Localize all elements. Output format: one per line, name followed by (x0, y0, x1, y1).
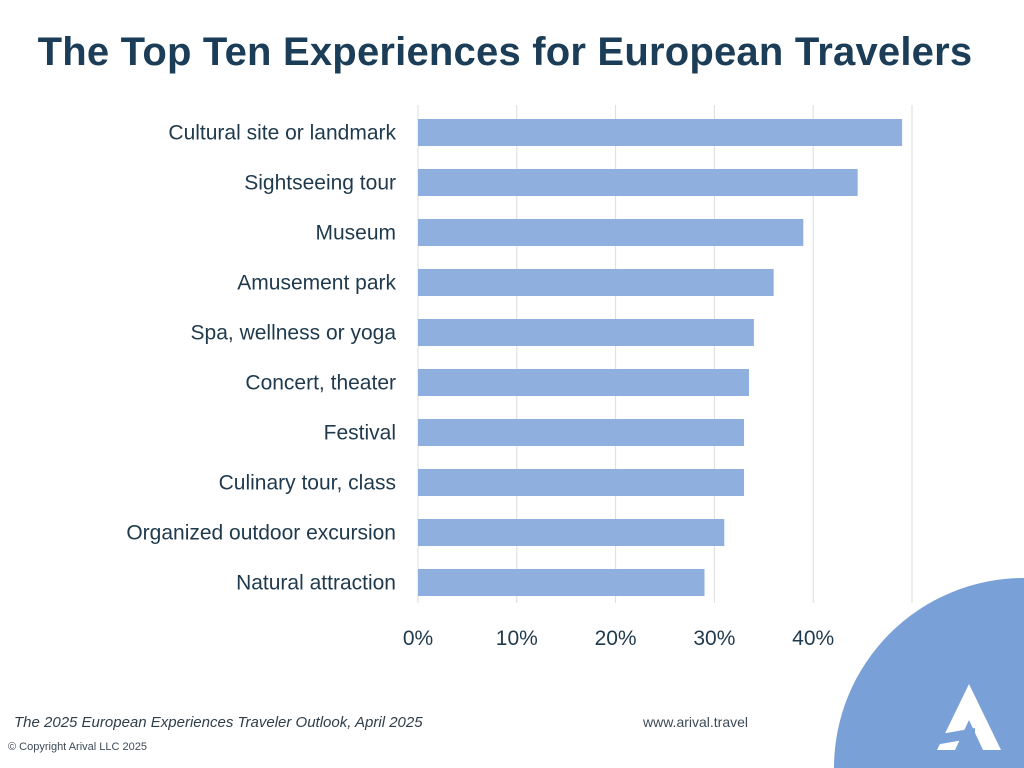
arival-logo-icon (929, 684, 1001, 750)
corner-decoration (834, 578, 1024, 768)
bar (418, 469, 745, 496)
category-label: Museum (315, 222, 396, 245)
footer-copyright: © Copyright Arival LLC 2025 (8, 741, 147, 753)
bar (418, 369, 749, 396)
x-tick-label: 30% (693, 627, 735, 650)
category-label: Organized outdoor excursion (126, 522, 396, 545)
category-labels: Cultural site or landmark Sightseeing tou… (126, 122, 396, 595)
footer-website-link[interactable]: www.arival.travel (643, 714, 749, 730)
x-tick-label: 20% (595, 627, 637, 650)
bar (418, 269, 774, 296)
bar (418, 319, 754, 346)
bar (418, 419, 745, 446)
chart-title: The Top Ten Experiences for European Tra… (37, 30, 973, 74)
x-tick-label: 40% (792, 627, 834, 650)
category-label: Natural attraction (236, 572, 396, 595)
bar (418, 569, 705, 596)
category-label: Festival (324, 422, 396, 445)
x-tick-label: 0% (403, 627, 433, 650)
bar (418, 219, 804, 246)
x-tick-label: 10% (496, 627, 538, 650)
bar (418, 519, 725, 546)
bar (418, 119, 903, 146)
category-label: Concert, theater (245, 372, 396, 395)
bar (418, 169, 858, 196)
category-label: Culinary tour, class (219, 472, 396, 495)
category-label: Sightseeing tour (244, 172, 396, 195)
category-label: Spa, wellness or yoga (191, 322, 397, 345)
bars (418, 119, 903, 596)
footer-source: The 2025 European Experiences Traveler O… (14, 714, 423, 731)
category-label: Cultural site or landmark (168, 122, 396, 145)
category-label: Amusement park (237, 272, 396, 295)
